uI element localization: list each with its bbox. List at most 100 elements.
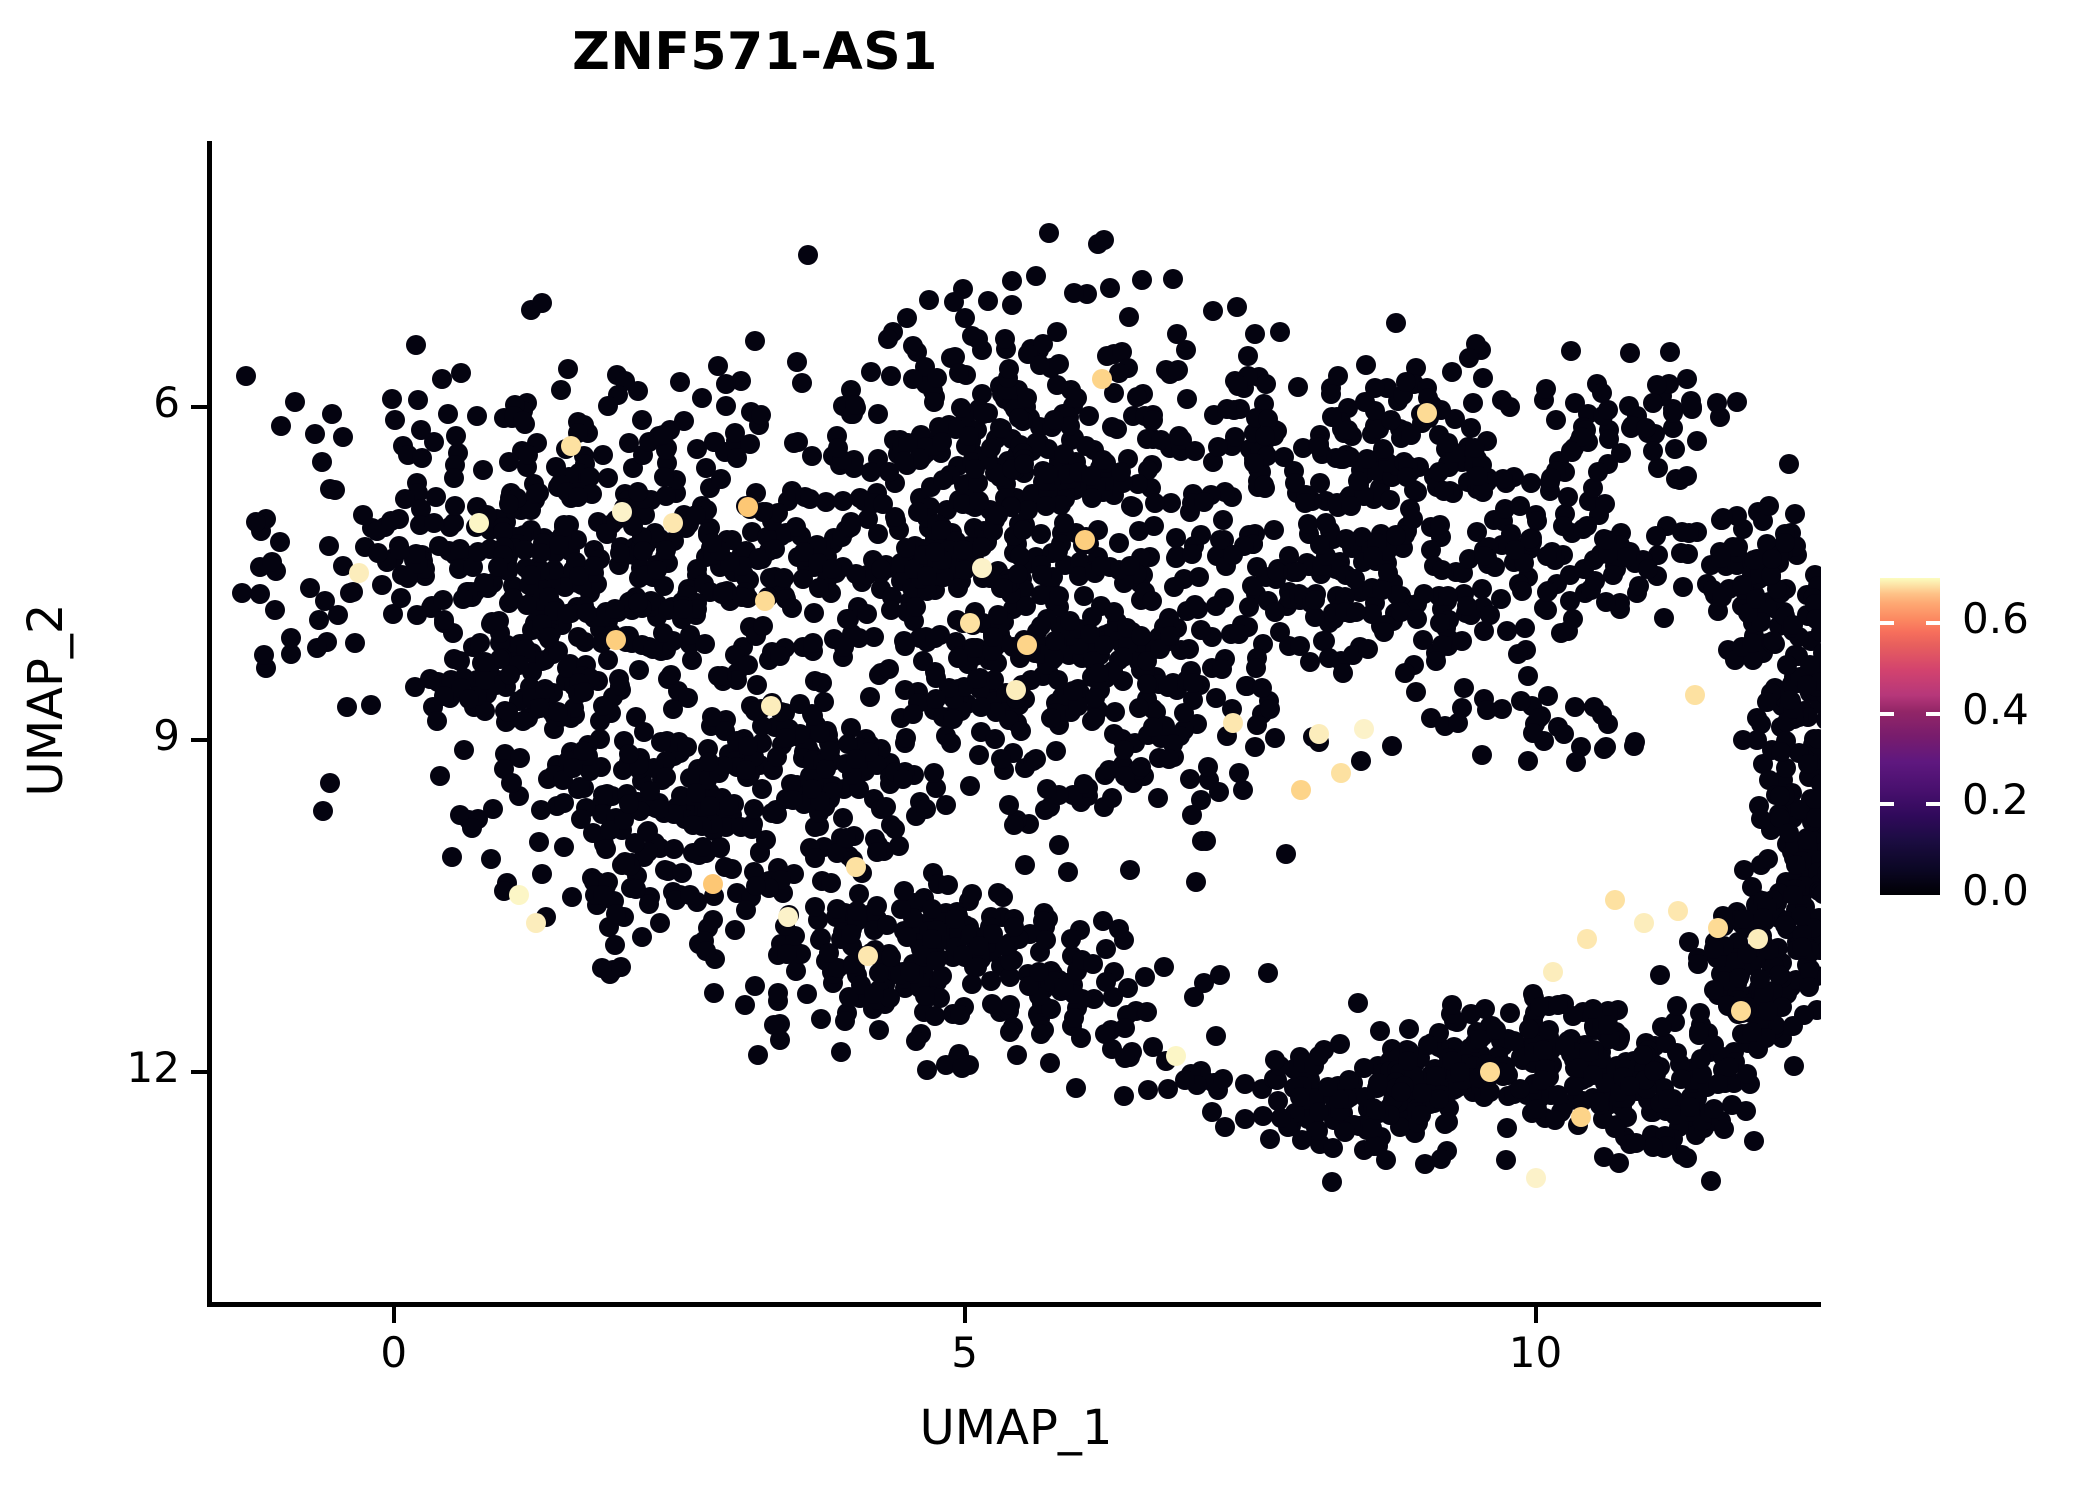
data-point: [1193, 492, 1214, 513]
data-point: [1176, 340, 1197, 361]
data-point: [653, 623, 674, 644]
data-point: [1165, 527, 1186, 548]
colorbar-tick-mark: [1880, 621, 1940, 626]
data-point: [1505, 539, 1526, 560]
data-point: [836, 827, 857, 848]
data-point: [501, 772, 522, 793]
data-point: [945, 908, 966, 929]
data-point: [1179, 638, 1200, 659]
data-point: [792, 373, 813, 394]
data-point: [1239, 596, 1260, 617]
data-point: [1206, 596, 1227, 617]
data-point: [948, 647, 969, 668]
data-point: [1185, 872, 1206, 893]
data-point: [1447, 712, 1468, 733]
data-point: [1185, 440, 1206, 461]
data-point: [1030, 523, 1051, 544]
y-tick-label: 9: [153, 710, 180, 760]
data-point-high-expression: [857, 945, 878, 966]
data-point: [1043, 648, 1064, 669]
data-point: [925, 689, 946, 710]
data-point: [893, 880, 914, 901]
data-point: [404, 677, 425, 698]
data-point: [1357, 638, 1378, 659]
data-point: [664, 839, 685, 860]
data-point: [1651, 1016, 1672, 1037]
data-point: [1137, 1001, 1158, 1022]
data-point: [1114, 739, 1135, 760]
data-point: [1173, 702, 1194, 723]
data-point: [360, 694, 381, 715]
data-point: [1244, 737, 1265, 758]
colorbar-tick-label: 0.2: [1962, 775, 2029, 825]
data-point: [1315, 513, 1336, 533]
data-point: [469, 633, 490, 654]
data-point: [746, 675, 767, 696]
data-point: [1578, 1041, 1599, 1062]
data-point: [1212, 659, 1233, 680]
data-point: [618, 794, 639, 815]
data-point: [1039, 222, 1060, 243]
data-point: [1682, 397, 1703, 418]
data-point: [724, 919, 745, 940]
data-point: [719, 795, 740, 816]
data-point: [1253, 474, 1274, 495]
data-point: [1471, 578, 1492, 599]
data-point: [1395, 372, 1416, 393]
data-point: [730, 371, 751, 392]
data-point: [573, 682, 594, 702]
data-point: [856, 604, 877, 625]
data-point: [1269, 622, 1290, 643]
data-point: [570, 809, 591, 830]
data-point: [1434, 1114, 1455, 1135]
data-point: [1529, 997, 1550, 1018]
data-point: [368, 542, 389, 563]
data-point: [382, 389, 403, 410]
data-point: [473, 573, 494, 594]
data-point: [943, 709, 964, 730]
data-point: [1046, 322, 1067, 343]
data-point: [1203, 300, 1224, 321]
data-point: [1118, 307, 1139, 327]
data-point: [1063, 1008, 1084, 1029]
data-point: [878, 329, 899, 350]
data-point: [1680, 1096, 1701, 1117]
data-point: [442, 846, 463, 867]
data-point: [736, 899, 757, 920]
data-point: [1477, 700, 1498, 721]
data-point: [1750, 808, 1771, 829]
data-point: [1643, 393, 1664, 414]
data-point: [1367, 1073, 1388, 1094]
data-point: [1094, 229, 1115, 250]
data-point: [1066, 387, 1087, 408]
data-point: [1371, 580, 1392, 601]
x-tick-label: 0: [380, 1328, 408, 1377]
data-point: [1101, 417, 1122, 438]
data-point: [1463, 393, 1484, 414]
data-point: [1433, 480, 1454, 501]
data-point: [738, 655, 759, 676]
data-point: [1213, 509, 1234, 530]
data-point: [1500, 1002, 1521, 1023]
data-point: [1290, 1086, 1311, 1107]
data-point: [1082, 954, 1103, 975]
data-point: [1451, 631, 1472, 652]
data-point: [1472, 745, 1493, 766]
data-point: [1733, 909, 1754, 930]
data-point: [1595, 494, 1616, 515]
data-point: [627, 481, 648, 502]
colorbar-tick-label: 0.4: [1962, 684, 2029, 734]
data-point: [1084, 708, 1105, 729]
data-point: [1096, 971, 1117, 992]
data-point: [1179, 768, 1200, 789]
data-point: [833, 490, 854, 511]
data-point: [744, 330, 765, 351]
data-point: [1467, 465, 1488, 486]
data-point: [1589, 1091, 1610, 1112]
data-point: [1224, 426, 1245, 447]
data-point: [669, 372, 690, 393]
data-point: [1113, 1085, 1134, 1106]
data-point: [1128, 697, 1149, 718]
data-point: [870, 558, 891, 579]
data-point: [672, 598, 693, 619]
